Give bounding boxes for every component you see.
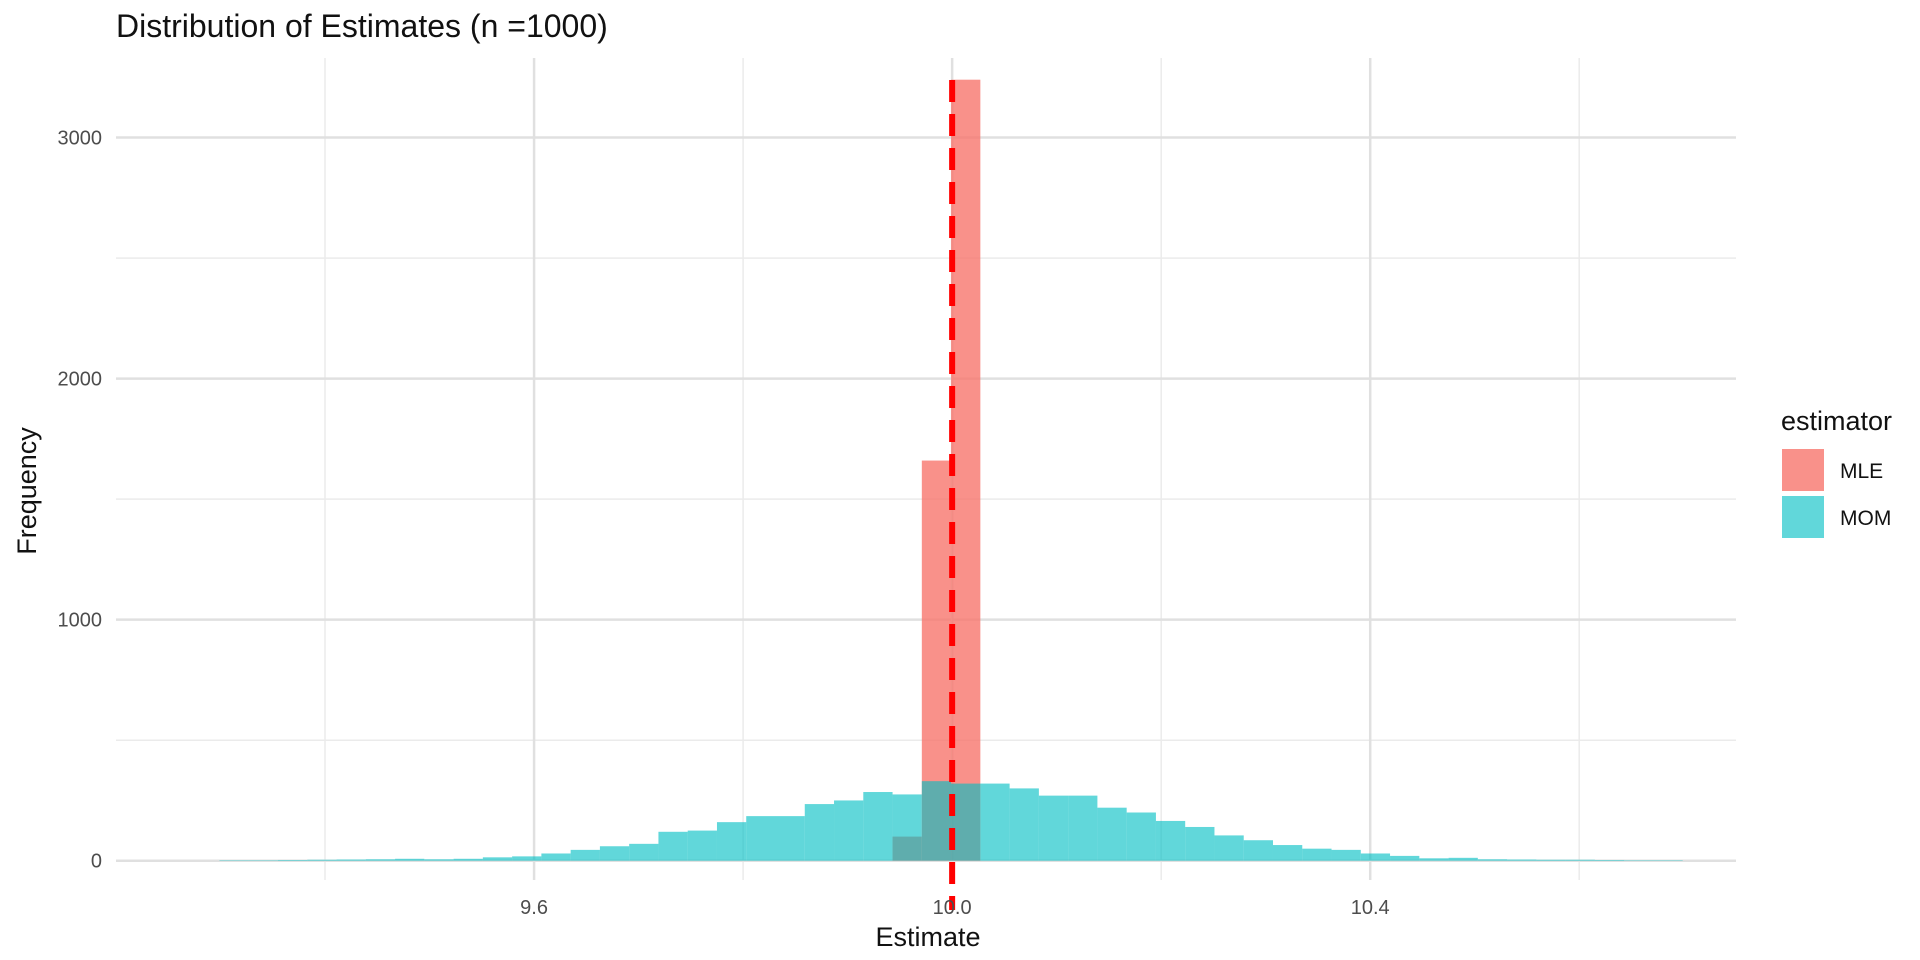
bars-layer bbox=[219, 79, 1683, 861]
histogram-bar bbox=[1068, 795, 1098, 861]
histogram-bar bbox=[716, 822, 747, 861]
histogram-bar bbox=[1507, 859, 1537, 861]
histogram-bar bbox=[1097, 807, 1127, 861]
histogram-bar bbox=[1419, 858, 1449, 861]
legend-label-mle: MLE bbox=[1840, 460, 1883, 483]
histogram-bar bbox=[1360, 853, 1391, 861]
histogram-bar bbox=[1243, 840, 1273, 861]
histogram-bar bbox=[424, 859, 454, 861]
histogram-bar bbox=[980, 783, 1010, 861]
histogram-bar bbox=[512, 856, 542, 861]
histogram-bar bbox=[1536, 859, 1566, 861]
histogram-bar bbox=[1155, 820, 1186, 861]
series-mom bbox=[219, 781, 1683, 861]
histogram-bar bbox=[453, 858, 483, 861]
x-tick-label: 9.6 bbox=[520, 897, 548, 919]
histogram-bar bbox=[1390, 855, 1420, 861]
histogram-bar bbox=[278, 859, 308, 861]
x-axis-title: Estimate bbox=[875, 922, 980, 952]
tick-labels-layer: 0 1000 2000 3000 9.6 10.0 10.4 bbox=[58, 128, 1390, 919]
histogram-bar bbox=[1185, 826, 1215, 861]
legend-label-mom: MOM bbox=[1840, 507, 1891, 530]
histogram-bar bbox=[1331, 849, 1361, 861]
y-tick-label: 0 bbox=[91, 851, 102, 873]
histogram-bar bbox=[541, 853, 571, 861]
y-tick-label: 2000 bbox=[58, 369, 103, 391]
histogram-bar bbox=[395, 858, 425, 861]
histogram-bar bbox=[892, 794, 922, 861]
histogram-bar bbox=[951, 783, 981, 861]
histogram-bar bbox=[365, 859, 396, 861]
y-tick-label: 1000 bbox=[58, 610, 103, 632]
histogram-bar bbox=[775, 816, 805, 861]
histogram-bar bbox=[951, 79, 981, 861]
histogram-bar bbox=[804, 804, 835, 861]
histogram-bar bbox=[1038, 795, 1069, 861]
histogram-bar bbox=[1565, 859, 1595, 861]
histogram-bar bbox=[746, 816, 776, 861]
histogram-bar bbox=[307, 859, 337, 861]
histogram-bar bbox=[1272, 845, 1303, 861]
histogram-bar bbox=[482, 857, 513, 861]
histogram-bar bbox=[1126, 812, 1156, 861]
x-tick-label: 10.4 bbox=[1351, 897, 1390, 919]
histogram-bar bbox=[687, 830, 717, 861]
histogram-bar bbox=[599, 846, 630, 861]
histogram-bar bbox=[921, 781, 952, 861]
chart-title: Distribution of Estimates (n =1000) bbox=[116, 8, 608, 44]
histogram-bar bbox=[1594, 859, 1625, 861]
histogram-bar bbox=[1302, 848, 1332, 861]
histogram-bar bbox=[336, 859, 366, 861]
histogram-bar bbox=[863, 792, 893, 861]
legend: estimator MLE MOM bbox=[1781, 406, 1892, 538]
legend-key-mle bbox=[1782, 449, 1824, 491]
histogram-bar bbox=[570, 849, 600, 861]
histogram-bar bbox=[1214, 835, 1244, 861]
histogram-bar bbox=[1009, 788, 1039, 861]
legend-title: estimator bbox=[1781, 406, 1892, 436]
histogram-bar bbox=[1477, 859, 1508, 861]
x-tick-label: 10.0 bbox=[933, 897, 972, 919]
legend-key-mom bbox=[1782, 496, 1824, 538]
histogram-bar bbox=[629, 843, 659, 861]
series-mle bbox=[892, 79, 981, 861]
histogram-bar bbox=[658, 831, 688, 861]
y-tick-label: 3000 bbox=[58, 128, 103, 150]
histogram-bar bbox=[834, 800, 864, 861]
histogram-bar bbox=[1448, 857, 1478, 861]
y-axis-title: Frequency bbox=[12, 427, 42, 555]
